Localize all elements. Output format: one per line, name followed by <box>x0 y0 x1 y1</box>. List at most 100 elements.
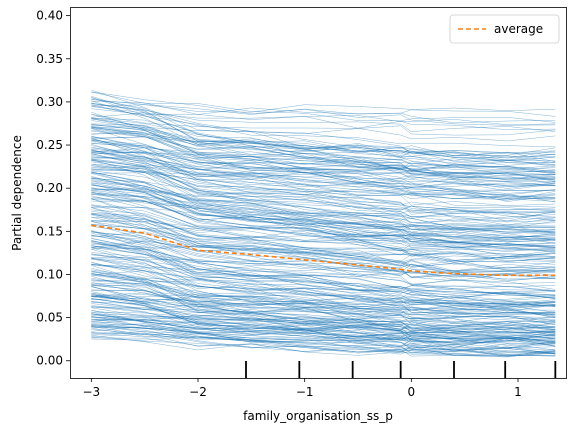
ice-curve <box>91 194 556 222</box>
y-tick-label: 0.05 <box>36 311 63 325</box>
ice-curve <box>91 166 556 180</box>
ice-curve <box>91 306 556 323</box>
y-tick-label: 0.35 <box>36 52 63 66</box>
ice-curve <box>91 306 556 337</box>
ice-curve <box>91 124 556 136</box>
ice-curve <box>91 149 556 188</box>
ice-curve <box>91 133 556 173</box>
y-tick-label: 0.20 <box>36 181 63 195</box>
ice-curve <box>91 191 556 251</box>
ice-curve <box>91 317 556 331</box>
ice-curve <box>91 337 556 356</box>
ice-curve <box>91 313 556 344</box>
x-tick-label: 1 <box>514 385 522 399</box>
ice-curve <box>91 245 556 300</box>
ice-curve <box>91 139 556 206</box>
ice-curve <box>91 147 556 174</box>
ice-curve <box>91 120 556 159</box>
ice-curve <box>91 91 556 126</box>
ice-curve <box>91 315 556 327</box>
ice-curve <box>91 158 556 242</box>
ice-curve <box>91 118 556 161</box>
ice-curve <box>91 172 556 203</box>
ice-curve <box>91 238 556 299</box>
x-tick-label: −1 <box>296 385 314 399</box>
y-tick-label: 0.25 <box>36 138 63 152</box>
x-tick-label: −3 <box>82 385 100 399</box>
ice-curve <box>91 285 556 345</box>
ice-curve <box>91 100 556 124</box>
ice-curve <box>91 112 556 126</box>
ice-curve <box>91 221 556 269</box>
ice-curve <box>91 325 556 348</box>
x-tick-label: 0 <box>408 385 416 399</box>
ice-curve <box>91 316 556 343</box>
ice-curve <box>91 258 556 267</box>
y-tick-label: 0.10 <box>36 267 63 281</box>
ice-curve <box>91 136 556 174</box>
ice-curve <box>91 96 556 183</box>
ice-curve <box>91 184 556 242</box>
ice-curve <box>91 180 556 239</box>
ice-curve <box>91 168 556 182</box>
average-line <box>91 224 556 277</box>
ice-curve <box>91 216 556 271</box>
ice-curve <box>91 269 556 328</box>
ice-curve <box>91 171 556 233</box>
ice-curve <box>91 333 556 358</box>
ice-curve <box>91 258 556 292</box>
ice-curve <box>91 264 556 278</box>
y-axis-label: Partial dependence <box>10 135 24 251</box>
ice-curve <box>91 89 556 167</box>
ice-curve <box>91 102 556 181</box>
ice-curve <box>91 270 556 294</box>
ice-curve <box>91 284 556 308</box>
ice-curve <box>91 298 556 352</box>
y-tick-label: 0.40 <box>36 9 63 23</box>
ice-curve <box>91 321 556 340</box>
ice-curve <box>91 157 556 171</box>
individual-curves <box>91 89 556 358</box>
ice-curve <box>91 126 556 167</box>
ice-curve <box>91 158 556 192</box>
ice-curve <box>91 155 556 201</box>
ice-curve <box>91 188 556 243</box>
ice-curve <box>91 147 556 170</box>
ice-curve <box>91 273 556 294</box>
ice-curve <box>91 327 556 343</box>
ice-curve <box>91 283 556 311</box>
ice-curve <box>91 292 556 329</box>
ice-curve <box>91 240 556 263</box>
average-series <box>91 224 556 277</box>
ice-curve <box>91 296 556 309</box>
x-tick-label: −2 <box>189 385 207 399</box>
ice-curve <box>91 205 556 233</box>
ice-curve <box>91 214 556 282</box>
legend-label-average: average <box>494 22 543 36</box>
ice-curve <box>91 127 556 193</box>
ice-curve <box>91 294 556 311</box>
ice-curve <box>91 207 556 262</box>
ice-curve <box>91 127 556 164</box>
x-axis: −3 −2 −1 0 1 <box>82 378 522 399</box>
ice-curve <box>91 108 556 130</box>
ice-curve <box>91 318 556 357</box>
ice-curve <box>91 314 556 328</box>
ice-curve <box>91 231 556 272</box>
ice-curve <box>91 331 556 352</box>
ice-curve <box>91 263 556 294</box>
ice-curve <box>91 161 556 227</box>
ice-curve <box>91 168 556 199</box>
ice-curve <box>91 257 556 320</box>
ice-curve <box>91 284 556 315</box>
ice-curve <box>91 104 556 113</box>
ice-curve <box>91 205 556 261</box>
ice-curve <box>91 177 556 233</box>
ice-curve <box>91 138 556 176</box>
ice-curve <box>91 152 556 214</box>
ice-curve <box>91 231 556 256</box>
ice-curve <box>91 136 556 211</box>
ice-curve <box>91 234 556 279</box>
y-tick-label: 0.00 <box>36 354 63 368</box>
ice-curve <box>91 188 556 215</box>
